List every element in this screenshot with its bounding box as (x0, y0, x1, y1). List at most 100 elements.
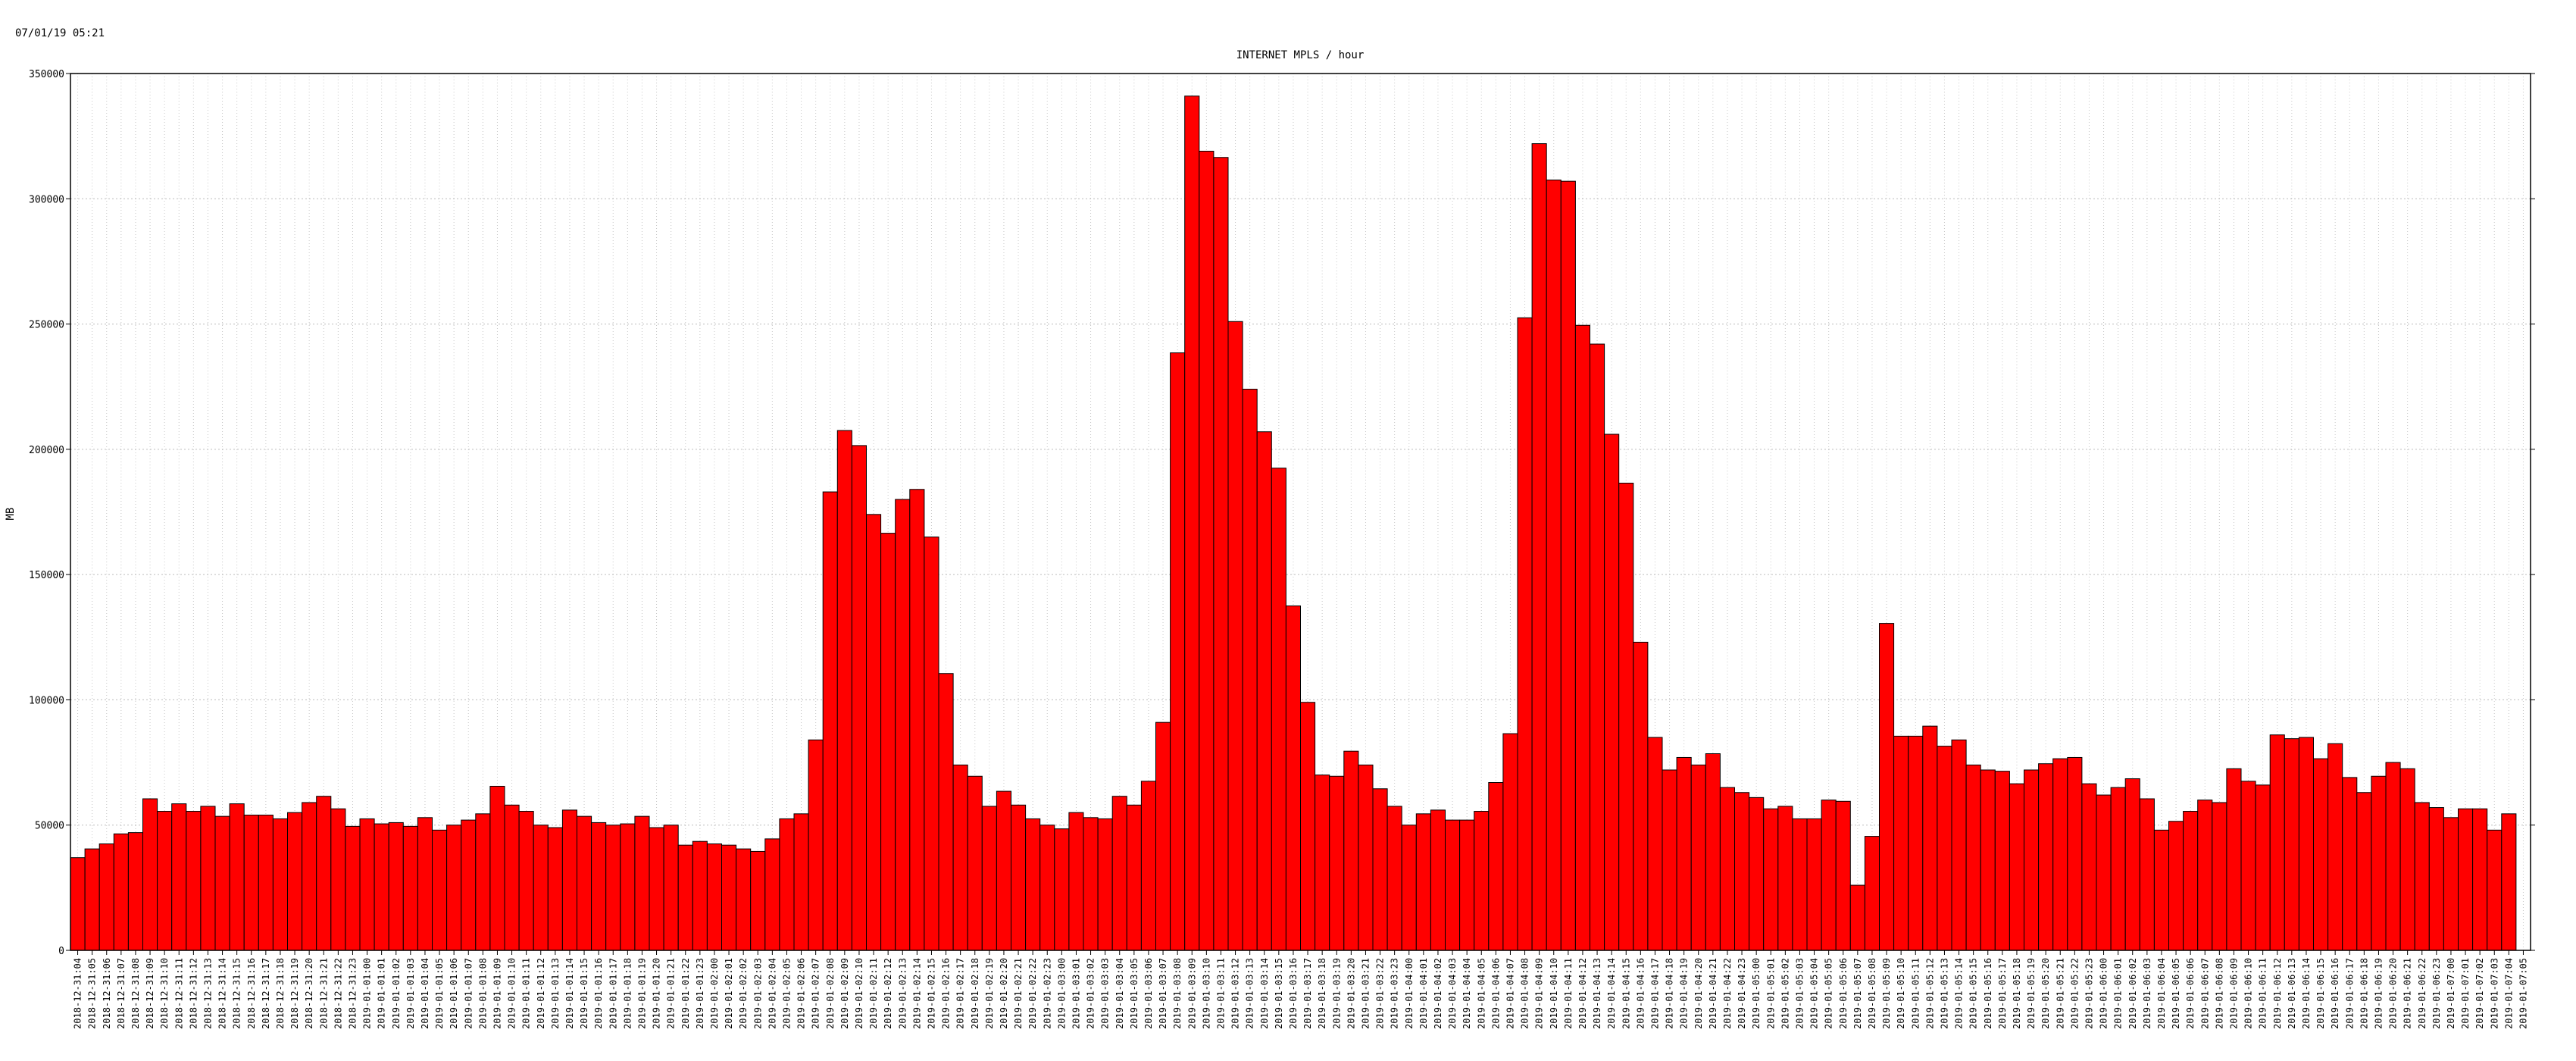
x-tick-label: 2019-01-01:10 (507, 958, 517, 1029)
x-tick-label: 2019-01-03:16 (1288, 958, 1299, 1029)
x-tick-label: 2019-01-07:05 (2518, 958, 2528, 1029)
bar (634, 815, 650, 951)
x-tick-label: 2018-12-31:15 (232, 958, 242, 1029)
bar (967, 775, 983, 951)
bar (2298, 737, 2314, 951)
x-tick-label: 2019-01-02:19 (984, 958, 995, 1029)
x-tick-label: 2019-01-03:10 (1201, 958, 1211, 1029)
bar (1170, 352, 1186, 951)
bar (417, 817, 433, 951)
x-tick-label: 2019-01-05:18 (2012, 958, 2022, 1029)
x-tick-label: 2019-01-04:07 (1505, 958, 1515, 1029)
bar (1676, 756, 1692, 951)
x-tick-label: 2019-01-05:09 (1881, 958, 1892, 1029)
x-tick-label: 2019-01-01:09 (492, 958, 502, 1029)
bar (1590, 343, 1605, 951)
bar (1908, 735, 1924, 951)
bar (577, 815, 592, 951)
x-tick-label: 2019-01-05:10 (1896, 958, 1906, 1029)
bar (2428, 807, 2444, 951)
bar (649, 827, 664, 951)
x-tick-label: 2019-01-06:00 (2099, 958, 2109, 1029)
bar (345, 825, 361, 951)
x-tick-label: 2019-01-04:06 (1490, 958, 1501, 1029)
x-tick-label: 2018-12-31:05 (87, 958, 98, 1029)
x-tick-label: 2019-01-02:10 (854, 958, 864, 1029)
x-tick-label: 2018-12-31:13 (202, 958, 213, 1029)
x-tick-label: 2019-01-04:01 (1418, 958, 1429, 1029)
x-tick-label: 2019-01-07:03 (2489, 958, 2499, 1029)
x-tick-label: 2019-01-06:12 (2272, 958, 2283, 1029)
x-tick-label: 2018-12-31:04 (73, 958, 83, 1029)
x-tick-label: 2019-01-01:23 (695, 958, 705, 1029)
bar (822, 491, 838, 951)
x-tick-label: 2019-01-01:14 (564, 958, 575, 1029)
bar (2081, 783, 2097, 951)
bar (2226, 768, 2242, 951)
x-tick-label: 2019-01-06:15 (2315, 958, 2326, 1029)
x-tick-label: 2019-01-03:17 (1302, 958, 1313, 1029)
bar (1690, 764, 1706, 951)
x-tick-label: 2019-01-03:21 (1360, 958, 1371, 1029)
x-tick-label: 2019-01-06:01 (2113, 958, 2124, 1029)
x-tick-label: 2019-01-01:20 (652, 958, 662, 1029)
plot-frame (70, 73, 2531, 951)
bar (2414, 802, 2430, 951)
x-tick-label: 2019-01-02:15 (926, 958, 936, 1029)
x-tick-label: 2019-01-05:07 (1852, 958, 1863, 1029)
bar (171, 803, 187, 951)
bar (2371, 775, 2387, 951)
x-tick-label: 2019-01-01:22 (680, 958, 691, 1029)
bar (2110, 787, 2126, 951)
bar (1937, 746, 1952, 951)
x-tick-label: 2019-01-06:05 (2171, 958, 2181, 1029)
bar (1560, 180, 1576, 951)
bar (2153, 829, 2169, 951)
bar (1300, 702, 1316, 951)
bar (1531, 143, 1547, 951)
x-tick-label: 2019-01-04:03 (1447, 958, 1458, 1029)
bar (475, 813, 491, 951)
bar (2327, 743, 2343, 951)
x-tick-label: 2018-12-31:06 (102, 958, 112, 1029)
x-tick-label: 2019-01-01:17 (608, 958, 618, 1029)
x-tick-label: 2019-01-05:19 (2026, 958, 2037, 1029)
bar (1502, 733, 1518, 951)
bar (2197, 800, 2213, 951)
bar (1517, 317, 1533, 951)
bar (1633, 641, 1649, 951)
bar (1574, 324, 1590, 951)
bar (2269, 734, 2285, 951)
x-tick-label: 2019-01-05:14 (1954, 958, 1965, 1029)
x-tick-label: 2019-01-02:09 (839, 958, 850, 1029)
bar (1184, 95, 1200, 951)
bar (721, 844, 737, 951)
x-tick-label: 2019-01-05:01 (1765, 958, 1776, 1029)
bar (938, 673, 954, 951)
bar (1372, 788, 1388, 951)
x-tick-label: 2019-01-06:08 (2214, 958, 2224, 1029)
bar (2255, 784, 2271, 951)
bar (1039, 825, 1055, 951)
bar (258, 814, 274, 951)
bar (1445, 819, 1461, 951)
x-tick-label: 2019-01-05:11 (1910, 958, 1921, 1029)
bar (302, 802, 317, 951)
x-tick-label: 2019-01-03:14 (1259, 958, 1270, 1029)
bar (1546, 179, 1562, 951)
bar (1111, 796, 1127, 951)
bars (70, 95, 2517, 951)
x-tick-label: 2019-01-01:18 (622, 958, 633, 1029)
x-tick-label: 2019-01-03:15 (1274, 958, 1284, 1029)
bar (504, 804, 520, 951)
bar (1315, 775, 1330, 951)
bar (1343, 750, 1359, 951)
bar (1763, 808, 1779, 951)
bar (1011, 804, 1027, 951)
bar (2284, 738, 2299, 951)
bar (793, 813, 809, 951)
bar (591, 822, 607, 951)
x-tick-label: 2019-01-05:22 (2069, 958, 2080, 1029)
bar (706, 843, 723, 951)
bar (1965, 764, 1981, 951)
